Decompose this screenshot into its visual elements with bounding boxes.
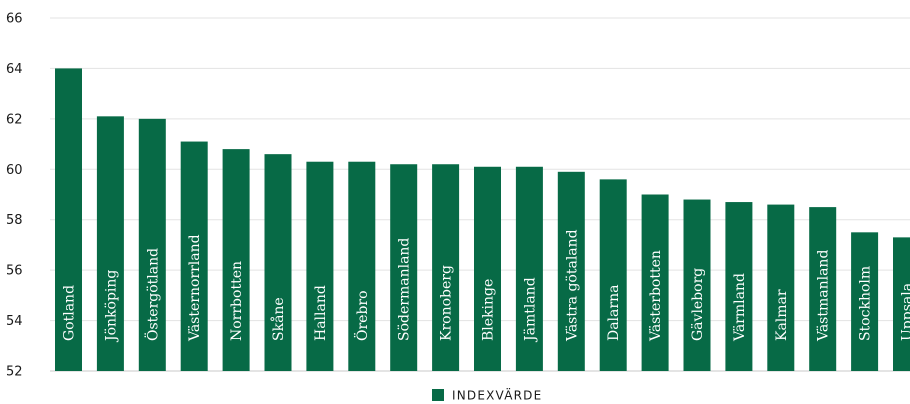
y-tick-label: 54 — [6, 314, 23, 329]
bar — [725, 202, 753, 371]
legend: INDEXVÄRDE — [432, 388, 542, 403]
bar-category-label: Uppsala — [900, 283, 910, 341]
bar — [96, 116, 124, 371]
bar — [264, 154, 292, 371]
bar — [683, 199, 711, 371]
bar-category-label: Västerbotten — [648, 250, 664, 342]
bar-category-label: Halland — [313, 285, 329, 341]
bar-category-label: Jämtland — [522, 277, 538, 343]
bar — [390, 164, 418, 371]
bar — [851, 232, 879, 371]
bar-category-label: Västmanland — [816, 250, 832, 342]
bar-category-label: Gotland — [62, 285, 78, 341]
bar — [599, 179, 627, 371]
bar-category-label: Östergötland — [143, 248, 161, 341]
bar-category-label: Jönköping — [103, 270, 119, 343]
bar — [348, 161, 376, 371]
bar — [767, 204, 795, 371]
bar-category-label: Kronoberg — [439, 265, 455, 341]
bar-category-label: Norrbotten — [229, 261, 245, 341]
bar — [222, 149, 250, 371]
bars: Gotland Jönköping Östergötland Västernorrla… — [55, 68, 910, 371]
bar — [557, 171, 585, 371]
bar — [893, 237, 910, 371]
legend-swatch — [432, 389, 444, 401]
y-axis-tick-labels: 52 54 56 58 60 62 64 66 — [6, 12, 23, 380]
bar-category-label: Stockholm — [858, 266, 874, 341]
bar — [809, 207, 837, 371]
y-tick-label: 64 — [6, 62, 23, 77]
y-tick-label: 66 — [6, 12, 23, 27]
y-tick-label: 62 — [6, 112, 23, 127]
y-tick-label: 52 — [6, 365, 23, 380]
bar — [641, 194, 669, 371]
bar-category-label: Blekinge — [481, 279, 497, 341]
y-tick-label: 56 — [6, 264, 23, 279]
bar-category-label: Dalarna — [606, 285, 622, 341]
bar — [306, 161, 334, 371]
bar — [432, 164, 460, 371]
bar — [180, 141, 208, 371]
y-tick-label: 58 — [6, 213, 23, 228]
bar — [515, 166, 543, 371]
bar-category-label: Västra götaland — [564, 229, 580, 342]
y-tick-label: 60 — [6, 163, 23, 178]
bar-category-label: Skåne — [270, 297, 287, 341]
bar-category-label: Örebro — [353, 290, 371, 341]
bar-category-label: Värmland — [732, 273, 748, 342]
bar — [55, 68, 82, 371]
bar-category-label: Gävleborg — [690, 268, 706, 341]
bar-category-label: Kalmar — [774, 289, 790, 341]
bar — [138, 118, 166, 371]
bar-category-label: Västernorrland — [187, 234, 203, 342]
bar-category-label: Södermanland — [397, 238, 413, 341]
bar — [474, 166, 501, 371]
legend-label: INDEXVÄRDE — [452, 388, 542, 403]
